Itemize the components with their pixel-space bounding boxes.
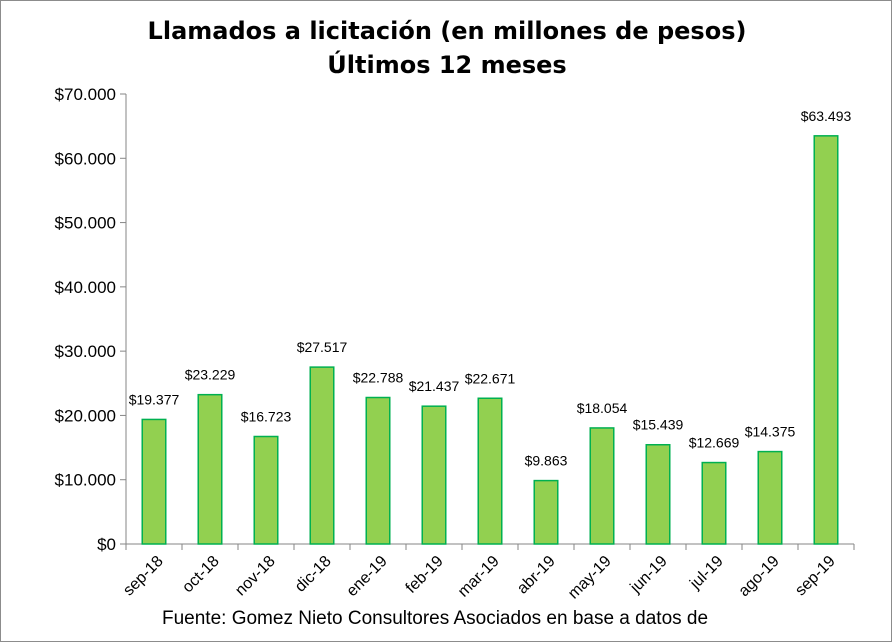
bar: [813, 135, 839, 545]
y-tick-label: $40.000: [55, 278, 116, 297]
y-tick-label: $50.000: [55, 214, 116, 233]
data-label: $21.437: [409, 378, 460, 394]
y-tick-label: $0: [97, 535, 116, 554]
chart-title-line: Llamados a licitación (en millones de pe…: [147, 17, 747, 45]
data-label: $27.517: [297, 339, 348, 355]
x-tick-label: oct-18: [179, 553, 223, 597]
y-tick-label: $30.000: [55, 342, 116, 361]
bar: [421, 405, 447, 545]
bar: [589, 427, 615, 545]
bar: [309, 366, 335, 545]
bar: [533, 479, 559, 545]
x-tick-label: mar-19: [455, 553, 503, 601]
x-tick-label: feb-19: [403, 553, 447, 597]
x-tick-label: jul-19: [686, 553, 726, 593]
data-label: $15.439: [633, 417, 684, 433]
data-label: $23.229: [185, 367, 236, 383]
data-label: $18.054: [577, 400, 628, 416]
x-tick-label: may-19: [565, 553, 615, 603]
bar: [757, 450, 783, 545]
y-tick-label: $20.000: [55, 406, 116, 425]
data-label: $63.493: [801, 108, 852, 124]
x-tick-label: dic-18: [292, 553, 335, 596]
data-label: $19.377: [129, 391, 180, 407]
data-label: $12.669: [689, 435, 740, 451]
bar: [645, 443, 671, 545]
bar: [477, 397, 503, 545]
x-tick-label: ene-19: [344, 553, 391, 600]
data-label: $16.723: [241, 408, 292, 424]
bar: [141, 418, 167, 545]
x-tick-label: sep-19: [792, 553, 839, 600]
y-tick-label: $70.000: [55, 85, 116, 104]
data-label: $14.375: [745, 424, 796, 440]
chart-subtitle-line: Últimos 12 meses: [327, 51, 567, 79]
y-tick-label: $10.000: [55, 471, 116, 490]
chart-title: Llamados a licitación (en millones de pe…: [0, 14, 894, 82]
bar: [197, 393, 223, 545]
data-label: $9.863: [525, 453, 568, 469]
x-tick-label: ago-19: [736, 553, 783, 600]
x-tick-label: sep-18: [120, 553, 167, 600]
x-tick-label: jun-19: [627, 553, 671, 597]
y-tick-label: $60.000: [55, 149, 116, 168]
source-note: Fuente: Gomez Nieto Consultores Asociado…: [162, 608, 709, 629]
x-tick-label: nov-18: [232, 553, 279, 600]
bar: [701, 461, 727, 545]
data-label: $22.671: [465, 370, 516, 386]
bar: [253, 435, 279, 545]
bar: [365, 396, 391, 545]
data-label: $22.788: [353, 370, 404, 386]
x-tick-label: abr-19: [514, 553, 559, 598]
